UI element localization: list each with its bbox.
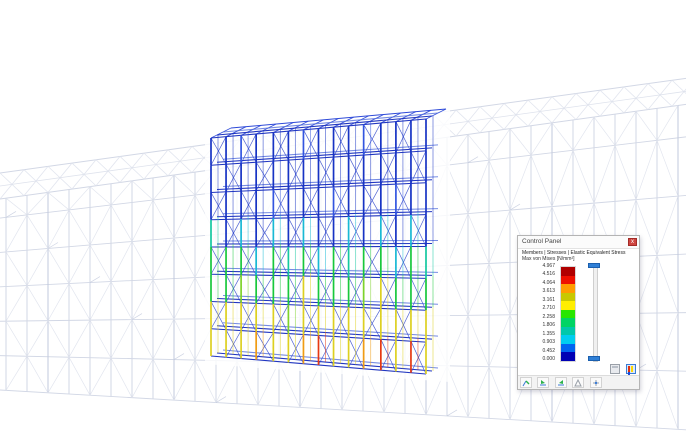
legend-value: 1.355 — [542, 330, 555, 337]
result-display-option-4-icon[interactable] — [572, 377, 585, 388]
legend-value: 4.516 — [542, 271, 555, 277]
legend-color-band[interactable] — [561, 301, 575, 310]
control-panel: Control Panel x Members | Stresses | Ela… — [517, 235, 640, 390]
legend-value: 2.258 — [542, 313, 555, 320]
result-type-caption: Members | Stresses | Elastic Equivalent … — [522, 250, 637, 262]
legend-value: 0.452 — [542, 347, 555, 354]
result-display-option-5-icon[interactable] — [589, 377, 602, 388]
legend-value: 4.967 — [542, 262, 555, 269]
panel-toolbar — [518, 375, 639, 389]
legend-color-band[interactable] — [561, 318, 575, 327]
legend-color-band[interactable] — [561, 309, 575, 318]
legend-color-band[interactable] — [561, 284, 575, 293]
legend-color-band[interactable] — [561, 343, 575, 352]
legend-value: 1.806 — [542, 322, 555, 328]
control-panel-titlebar[interactable]: Control Panel x — [518, 236, 639, 249]
legend-value: 3.613 — [542, 288, 555, 294]
result-display-option-3-icon[interactable] — [554, 377, 567, 388]
legend-value-labels: 4.967 4.516 4.064 3.613 3.161 2.710 2.258 1.806… — [522, 262, 555, 362]
control-panel-title: Control Panel — [522, 238, 562, 245]
legend-color-band[interactable] — [561, 326, 575, 335]
legend-value: 4.064 — [542, 279, 555, 286]
legend-value: 2.710 — [542, 305, 555, 311]
result-type-line2: Max von Mises [N/mm²] — [522, 256, 575, 262]
stress-color-legend: 4.967 4.516 4.064 3.613 3.161 2.710 2.258 1.806… — [522, 262, 635, 362]
legend-value: 0.000 — [542, 356, 555, 362]
panel-options-icon[interactable] — [609, 364, 620, 374]
legend-value: 3.161 — [542, 296, 555, 303]
result-display-option-2-icon[interactable] — [537, 377, 550, 388]
legend-slider-handle-top[interactable] — [588, 263, 600, 268]
close-icon[interactable]: x — [628, 238, 637, 246]
result-type-line1: Members | Stresses | Elastic Equivalent … — [522, 250, 626, 256]
legend-slider-track[interactable] — [593, 265, 598, 362]
panel-dock-buttons — [608, 364, 636, 378]
legend-color-band[interactable] — [561, 292, 575, 301]
legend-color-scale[interactable] — [560, 266, 576, 362]
color-scale-tab-icon[interactable] — [626, 364, 636, 378]
legend-color-band[interactable] — [561, 267, 575, 276]
legend-color-band[interactable] — [561, 352, 575, 361]
legend-color-band[interactable] — [561, 335, 575, 344]
legend-color-band[interactable] — [561, 275, 575, 284]
result-display-option-1-icon[interactable] — [520, 377, 532, 388]
legend-slider-handle-bottom[interactable] — [588, 356, 600, 361]
legend-value: 0.903 — [542, 339, 555, 345]
selected-structure-block[interactable] — [210, 108, 447, 375]
